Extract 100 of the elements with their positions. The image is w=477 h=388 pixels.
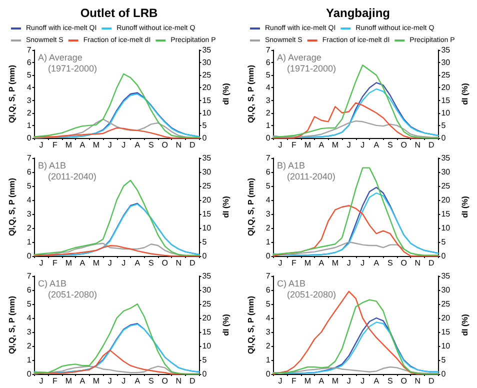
y-tick-label: 3: [266, 210, 271, 218]
x-tick-label: J: [122, 140, 126, 150]
y2-tick-label: 20: [202, 83, 212, 92]
x-tick-label: A: [80, 258, 86, 268]
y-tick-label: 6: [266, 168, 271, 176]
y-tick-label: 3: [26, 210, 32, 218]
y2-tick-label: 30: [441, 168, 451, 176]
x-tick-label: F: [292, 140, 297, 150]
x-tick-label: F: [52, 258, 58, 268]
x-tick-label: A: [318, 376, 325, 386]
annotation: A) Average: [277, 52, 322, 62]
x-tick-label: A: [318, 140, 325, 150]
y-tick-label: 5: [26, 70, 32, 80]
y2-tick-label: 0: [202, 134, 208, 142]
x-tick-label: S: [387, 140, 393, 150]
x-tick-label: O: [400, 258, 407, 268]
y-tick-label: 1: [26, 356, 32, 364]
x-tick-label: F: [292, 376, 297, 386]
y2-tick-label: 15: [441, 210, 451, 218]
x-tick-label: M: [304, 140, 312, 150]
y2-tick-label: 15: [441, 96, 451, 105]
y-axis-title: QI,Q, S, P (mm): [246, 64, 256, 124]
y2-tick-label: 30: [202, 168, 212, 176]
y-tick-label: 7: [266, 154, 271, 162]
y2-tick-label: 35: [202, 154, 212, 162]
y2-tick-label: 5: [202, 238, 208, 246]
x-tick-label: D: [189, 376, 196, 386]
x-tick-label: S: [148, 258, 154, 268]
y2-tick-label: 25: [202, 300, 212, 308]
y-tick-label: 1: [266, 356, 271, 364]
y2-tick-label: 30: [202, 58, 212, 68]
y2-tick-label: 5: [441, 356, 446, 364]
x-tick-label: J: [108, 376, 112, 386]
y2-tick-label: 0: [441, 134, 446, 142]
x-tick-label: M: [304, 258, 312, 268]
y2-tick-label: 35: [202, 272, 212, 280]
y-tick-label: 2: [266, 224, 271, 232]
y-tick-label: 1: [266, 120, 271, 130]
x-tick-label: F: [52, 140, 58, 150]
y-axis-title: QI,Q, S, P (mm): [8, 296, 16, 354]
y2-tick-label: 25: [441, 300, 451, 308]
y-tick-label: 4: [266, 196, 271, 204]
y2-tick-label: 15: [441, 328, 451, 336]
x-tick-label: J: [278, 258, 282, 268]
x-tick-label: J: [346, 258, 351, 268]
x-tick-label: D: [428, 258, 434, 268]
x-tick-label: A: [374, 140, 380, 150]
y2-tick-label: 20: [441, 196, 451, 204]
y2-tick-label: 25: [202, 182, 212, 190]
y2-tick-label: 5: [441, 238, 446, 246]
y-axis-title: QI,Q, S, P (mm): [246, 296, 256, 354]
x-tick-label: J: [39, 140, 44, 150]
x-tick-label: J: [346, 140, 351, 150]
y-tick-label: 4: [266, 83, 271, 92]
annotation: C) A1B: [38, 278, 67, 288]
y-tick-label: 2: [266, 108, 271, 118]
x-tick-label: N: [176, 376, 182, 386]
y-tick-label: 3: [26, 96, 32, 105]
y-tick-label: 1: [266, 238, 271, 246]
annotation: (2051-2080): [287, 290, 336, 300]
y-tick-label: 6: [26, 286, 32, 294]
y2-tick-label: 20: [441, 83, 451, 92]
y-axis-title: QI,Q, S, P (mm): [8, 178, 16, 236]
y2-tick-label: 0: [441, 370, 446, 378]
x-tick-label: F: [292, 258, 297, 268]
y2-tick-label: 20: [202, 314, 212, 322]
y-tick-label: 5: [266, 300, 271, 308]
x-tick-label: J: [278, 140, 282, 150]
annotation: C) A1B: [277, 278, 306, 288]
y-tick-label: 7: [26, 272, 32, 280]
x-tick-label: J: [108, 140, 112, 150]
x-tick-label: S: [387, 258, 393, 268]
x-tick-label: D: [189, 258, 196, 268]
x-tick-label: O: [400, 376, 407, 386]
x-tick-label: D: [189, 140, 196, 150]
y2-tick-label: 10: [202, 108, 212, 118]
x-tick-label: A: [374, 258, 380, 268]
y-tick-label: 5: [26, 300, 32, 308]
y2-tick-label: 35: [202, 46, 212, 54]
x-tick-label: J: [360, 258, 365, 268]
x-tick-label: O: [162, 258, 168, 268]
y2-tick-label: 10: [441, 108, 451, 118]
y-tick-label: 5: [26, 182, 32, 190]
x-tick-label: M: [92, 140, 100, 150]
x-tick-label: N: [414, 376, 421, 386]
chart-title: Outlet of LRB: [80, 6, 158, 20]
x-tick-label: M: [65, 140, 72, 150]
y2-tick-label: 0: [202, 252, 208, 260]
x-tick-label: A: [80, 140, 86, 150]
annotation: (2011-2040): [48, 172, 96, 182]
y2-tick-label: 15: [202, 328, 212, 336]
x-tick-label: N: [176, 258, 182, 268]
x-tick-label: J: [122, 376, 126, 386]
annotation: A) Average: [38, 52, 82, 62]
y-tick-label: 3: [26, 328, 32, 336]
y-tick-label: 4: [26, 83, 32, 92]
y-tick-label: 0: [266, 370, 271, 378]
x-tick-label: J: [360, 140, 365, 150]
y-tick-label: 0: [26, 134, 32, 142]
x-tick-label: M: [332, 376, 339, 386]
